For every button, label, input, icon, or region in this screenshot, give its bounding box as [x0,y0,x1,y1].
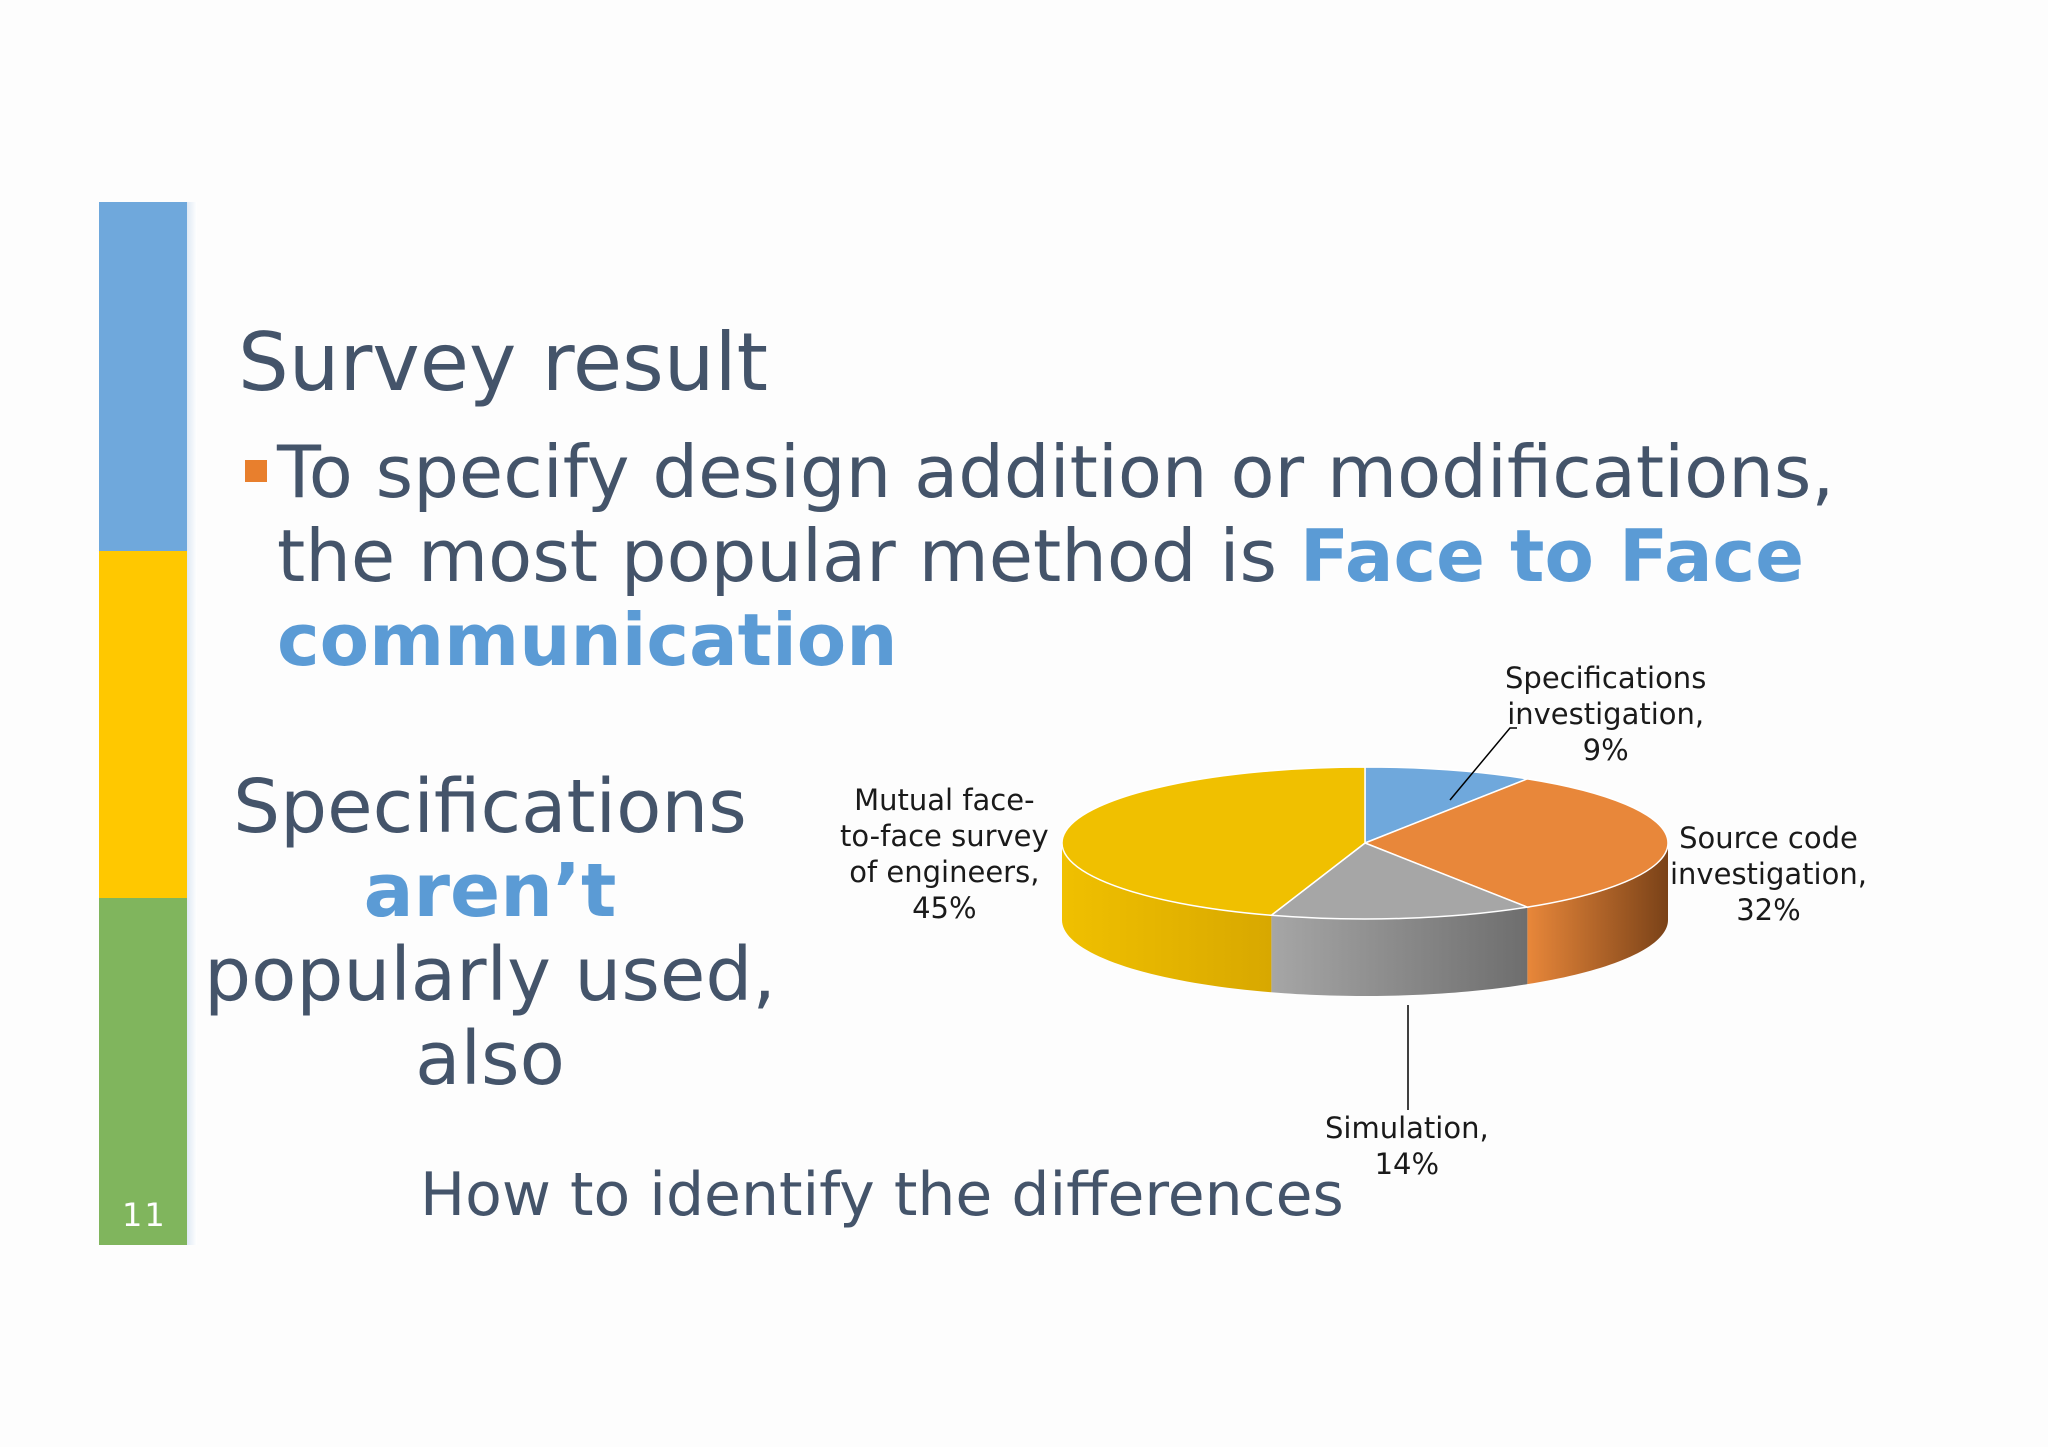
data-label-2: Source code investigation, 32% [1670,820,1867,928]
pie-slice-side-4 [1062,843,1272,993]
bottom-caption: How to identify the differences [420,1160,1344,1230]
left-note-emphasis: aren’t [363,848,617,934]
left-note-line-3: popularly used, [204,932,776,1018]
pie-chart: Specifications investigation, 9% Source cod… [760,640,1980,1200]
bullet-text-plain: To specify design addition or modificati… [277,430,1835,598]
data-label-4-line-3: of engineers, [849,855,1040,889]
data-label-4-line-1: Mutual face- [854,783,1035,817]
bullet-text-emphasis: Face to Face communication [277,514,1805,682]
accent-band-shadow [187,202,197,1245]
data-label-3-line-1: Simulation, [1325,1111,1489,1145]
slide-title: Survey result [238,316,769,409]
pie-chart-svg [1061,727,1669,1110]
accent-band-green [99,898,187,1245]
data-label-2-line-3: 32% [1736,893,1801,927]
left-note-line-4: also [415,1016,565,1102]
pie-slice-side-2 [1527,843,1668,985]
data-label-1-line-3: 9% [1582,733,1629,767]
data-label-4-line-2: to-face survey [840,819,1049,853]
left-note: Specifications aren’t popularly used, al… [190,765,790,1101]
slide-number: 11 [122,1196,167,1234]
bullet-text: To specify design addition or modificati… [277,430,1927,682]
pie-slice-side-3 [1271,907,1528,996]
accent-band-yellow [99,551,187,898]
left-note-line-1: Specifications [233,764,747,850]
data-label-2-line-2: investigation, [1670,857,1867,891]
data-label-4-line-4: 45% [912,891,977,925]
data-label-1-line-2: investigation, [1507,697,1705,731]
bullet-square-icon [245,460,267,482]
data-label-2-line-1: Source code [1679,821,1858,855]
accent-band-blue [99,202,187,551]
data-label-3-line-2: 14% [1374,1147,1440,1181]
pie-slice-4 [1061,766,1366,917]
leader-line-1 [1449,727,1517,801]
data-label-3: Simulation, 14% [1325,1110,1489,1182]
data-label-1-line-1: Specifications [1505,661,1707,695]
pie-slice-1 [1364,766,1531,845]
data-label-1: Specifications investigation, 9% [1505,660,1706,768]
pie-slice-3 [1269,842,1531,920]
data-label-4: Mutual face-to-face survey of engineers, 4… [840,782,1049,926]
pie-slice-2 [1362,778,1669,908]
